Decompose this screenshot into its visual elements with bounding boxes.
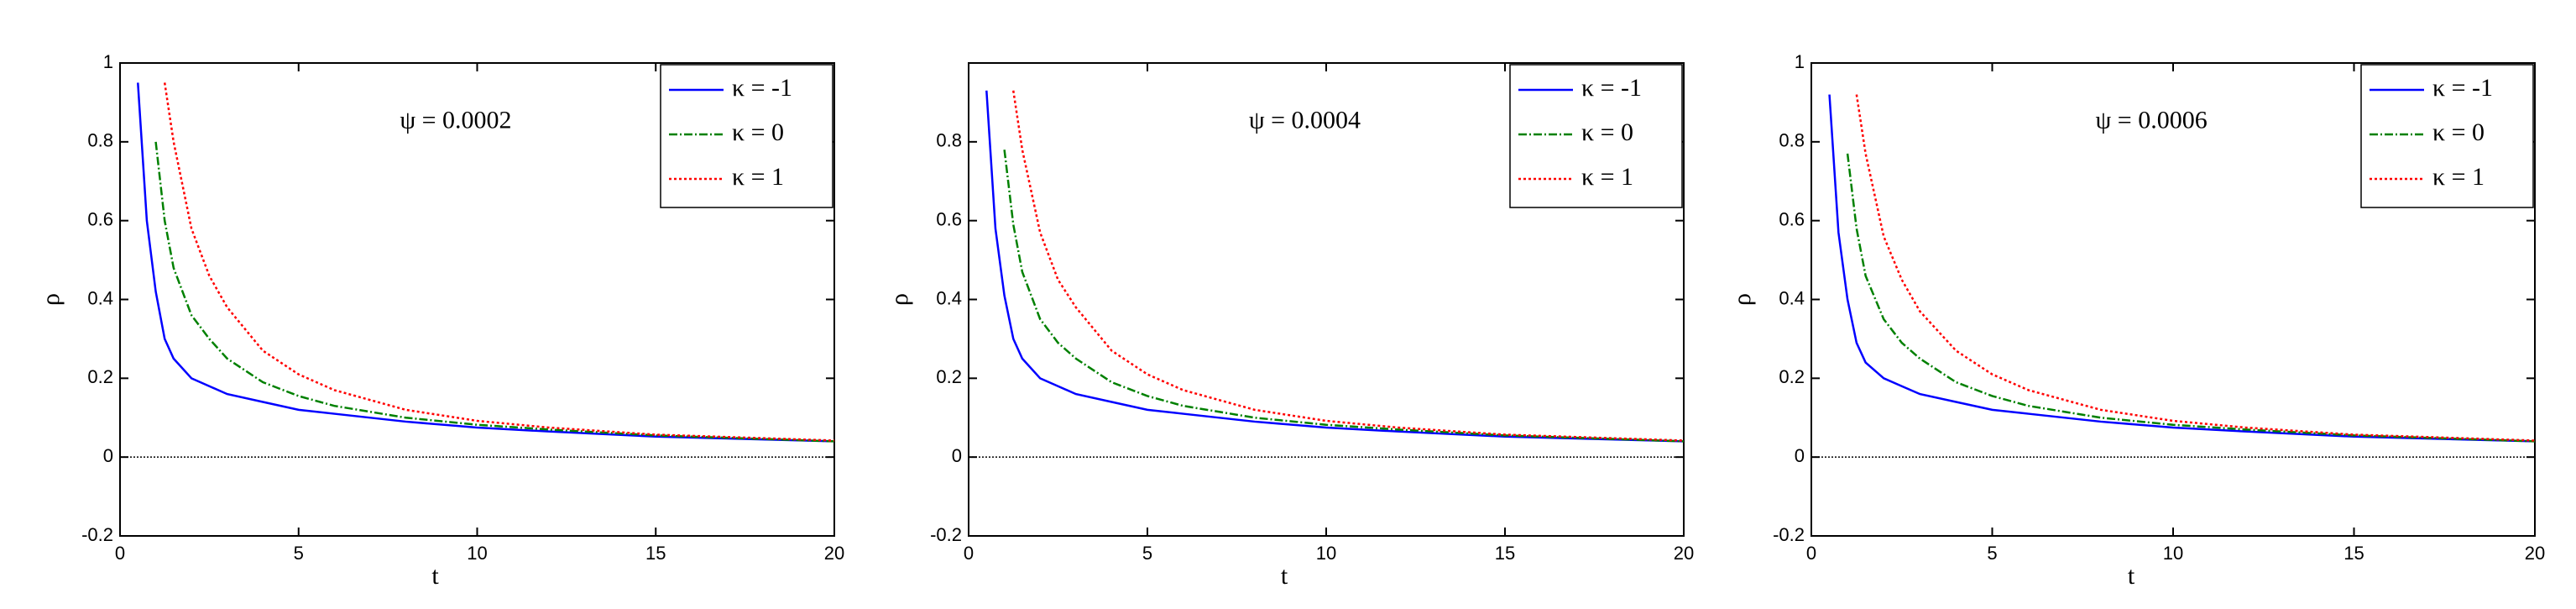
series-line	[1855, 94, 2535, 442]
annotation: ψ = 0.0006	[2096, 106, 2208, 134]
legend-label: κ = 1	[1581, 163, 1633, 191]
y-tick-label: 0.8	[936, 130, 962, 151]
legend-box	[2360, 64, 2534, 208]
y-tick-label: -0.2	[81, 524, 113, 545]
series-line	[137, 82, 834, 443]
y-tick-label: 0.2	[87, 366, 113, 387]
legend-label: κ = -1	[732, 74, 792, 102]
x-tick-label: 0	[964, 543, 974, 564]
y-tick-label: 1	[1795, 51, 1805, 72]
annotation: ψ = 0.0004	[1249, 106, 1361, 134]
x-axis-label: t	[2128, 562, 2135, 590]
x-tick-label: 5	[294, 543, 304, 564]
y-tick-label: 0	[1795, 445, 1805, 466]
y-axis-label: ρ	[886, 293, 913, 306]
x-tick-label: 15	[2343, 543, 2364, 564]
legend-label: κ = -1	[1581, 74, 1642, 102]
x-tick-label: 0	[1806, 543, 1816, 564]
y-tick-label: 0	[103, 445, 113, 466]
y-tick-label: 1	[103, 51, 113, 72]
x-tick-label: 20	[1674, 543, 1694, 564]
y-axis-label: ρ	[1728, 293, 1756, 306]
y-tick-label: 0.6	[87, 208, 113, 229]
y-tick-label: -0.2	[930, 524, 962, 545]
x-tick-label: 10	[1316, 543, 1336, 564]
series-line	[163, 82, 834, 442]
legend-label: κ = 0	[2432, 118, 2485, 146]
series-line	[154, 141, 834, 443]
y-tick-label: 0.2	[936, 366, 962, 387]
x-axis-label: t	[1281, 562, 1288, 590]
series-line	[1846, 153, 2535, 443]
y-tick-label: -0.2	[1773, 524, 1805, 545]
y-tick-label: 0.4	[87, 287, 113, 308]
legend-label: κ = 0	[732, 118, 784, 146]
x-tick-label: 20	[824, 543, 844, 564]
x-tick-label: 10	[2163, 543, 2183, 564]
series-line	[1828, 94, 2535, 443]
legend-label: κ = 1	[732, 163, 784, 191]
x-tick-label: 15	[645, 543, 666, 564]
legend-label: κ = -1	[2432, 74, 2493, 102]
legend-box	[1509, 64, 1683, 208]
y-tick-label: 0	[952, 445, 962, 466]
x-tick-label: 5	[1142, 543, 1152, 564]
x-axis-label: t	[431, 562, 439, 590]
y-tick-label: 0.4	[936, 287, 962, 308]
y-tick-label: 0.6	[1779, 208, 1805, 229]
series-line	[1003, 150, 1684, 443]
annotation: ψ = 0.0002	[400, 106, 511, 134]
legend-label: κ = 0	[1581, 118, 1633, 146]
y-axis-label: ρ	[37, 293, 65, 306]
legend-label: κ = 1	[2432, 163, 2485, 191]
x-tick-label: 0	[115, 543, 125, 564]
x-tick-label: 10	[467, 543, 487, 564]
y-tick-label: 0.6	[936, 208, 962, 229]
y-tick-label: 0.8	[1779, 130, 1805, 151]
x-tick-label: 15	[1495, 543, 1515, 564]
y-tick-label: 0.4	[1779, 287, 1805, 308]
y-tick-label: 0.8	[87, 130, 113, 151]
legend-box	[660, 64, 833, 208]
y-tick-label: 0.2	[1779, 366, 1805, 387]
x-tick-label: 20	[2525, 543, 2545, 564]
series-line	[985, 90, 1684, 443]
x-tick-label: 5	[1987, 543, 1997, 564]
